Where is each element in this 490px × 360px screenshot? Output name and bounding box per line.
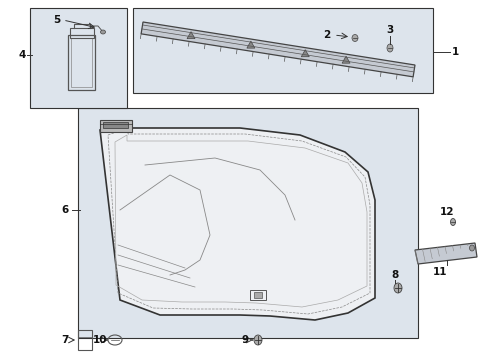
Text: 5: 5	[53, 15, 61, 25]
Text: 6: 6	[61, 205, 69, 215]
Ellipse shape	[100, 30, 105, 34]
Polygon shape	[187, 32, 195, 39]
Polygon shape	[342, 56, 350, 63]
Polygon shape	[415, 243, 477, 264]
Bar	[30, 8, 127, 108]
Text: 11: 11	[433, 267, 447, 277]
Bar	[100, 120, 132, 132]
Bar	[70, 28, 94, 38]
Ellipse shape	[254, 335, 262, 345]
Bar	[250, 290, 266, 300]
Text: 3: 3	[387, 25, 393, 35]
Text: 10: 10	[93, 335, 107, 345]
Text: 8: 8	[392, 270, 399, 280]
Ellipse shape	[469, 245, 474, 251]
Text: 2: 2	[323, 30, 331, 40]
Bar	[103, 122, 128, 128]
Text: 4: 4	[18, 50, 25, 60]
Polygon shape	[141, 22, 415, 77]
Text: 7: 7	[61, 335, 69, 345]
Ellipse shape	[450, 219, 456, 225]
Ellipse shape	[394, 283, 402, 293]
Text: 1: 1	[451, 47, 459, 57]
Ellipse shape	[352, 35, 358, 41]
Polygon shape	[100, 123, 375, 320]
Text: 9: 9	[242, 335, 248, 345]
Polygon shape	[247, 41, 255, 48]
Text: 12: 12	[440, 207, 454, 217]
Bar	[78, 108, 418, 338]
Bar	[254, 292, 262, 298]
Bar	[133, 8, 433, 93]
Ellipse shape	[387, 44, 393, 52]
Bar	[78, 330, 92, 350]
Polygon shape	[301, 50, 309, 57]
